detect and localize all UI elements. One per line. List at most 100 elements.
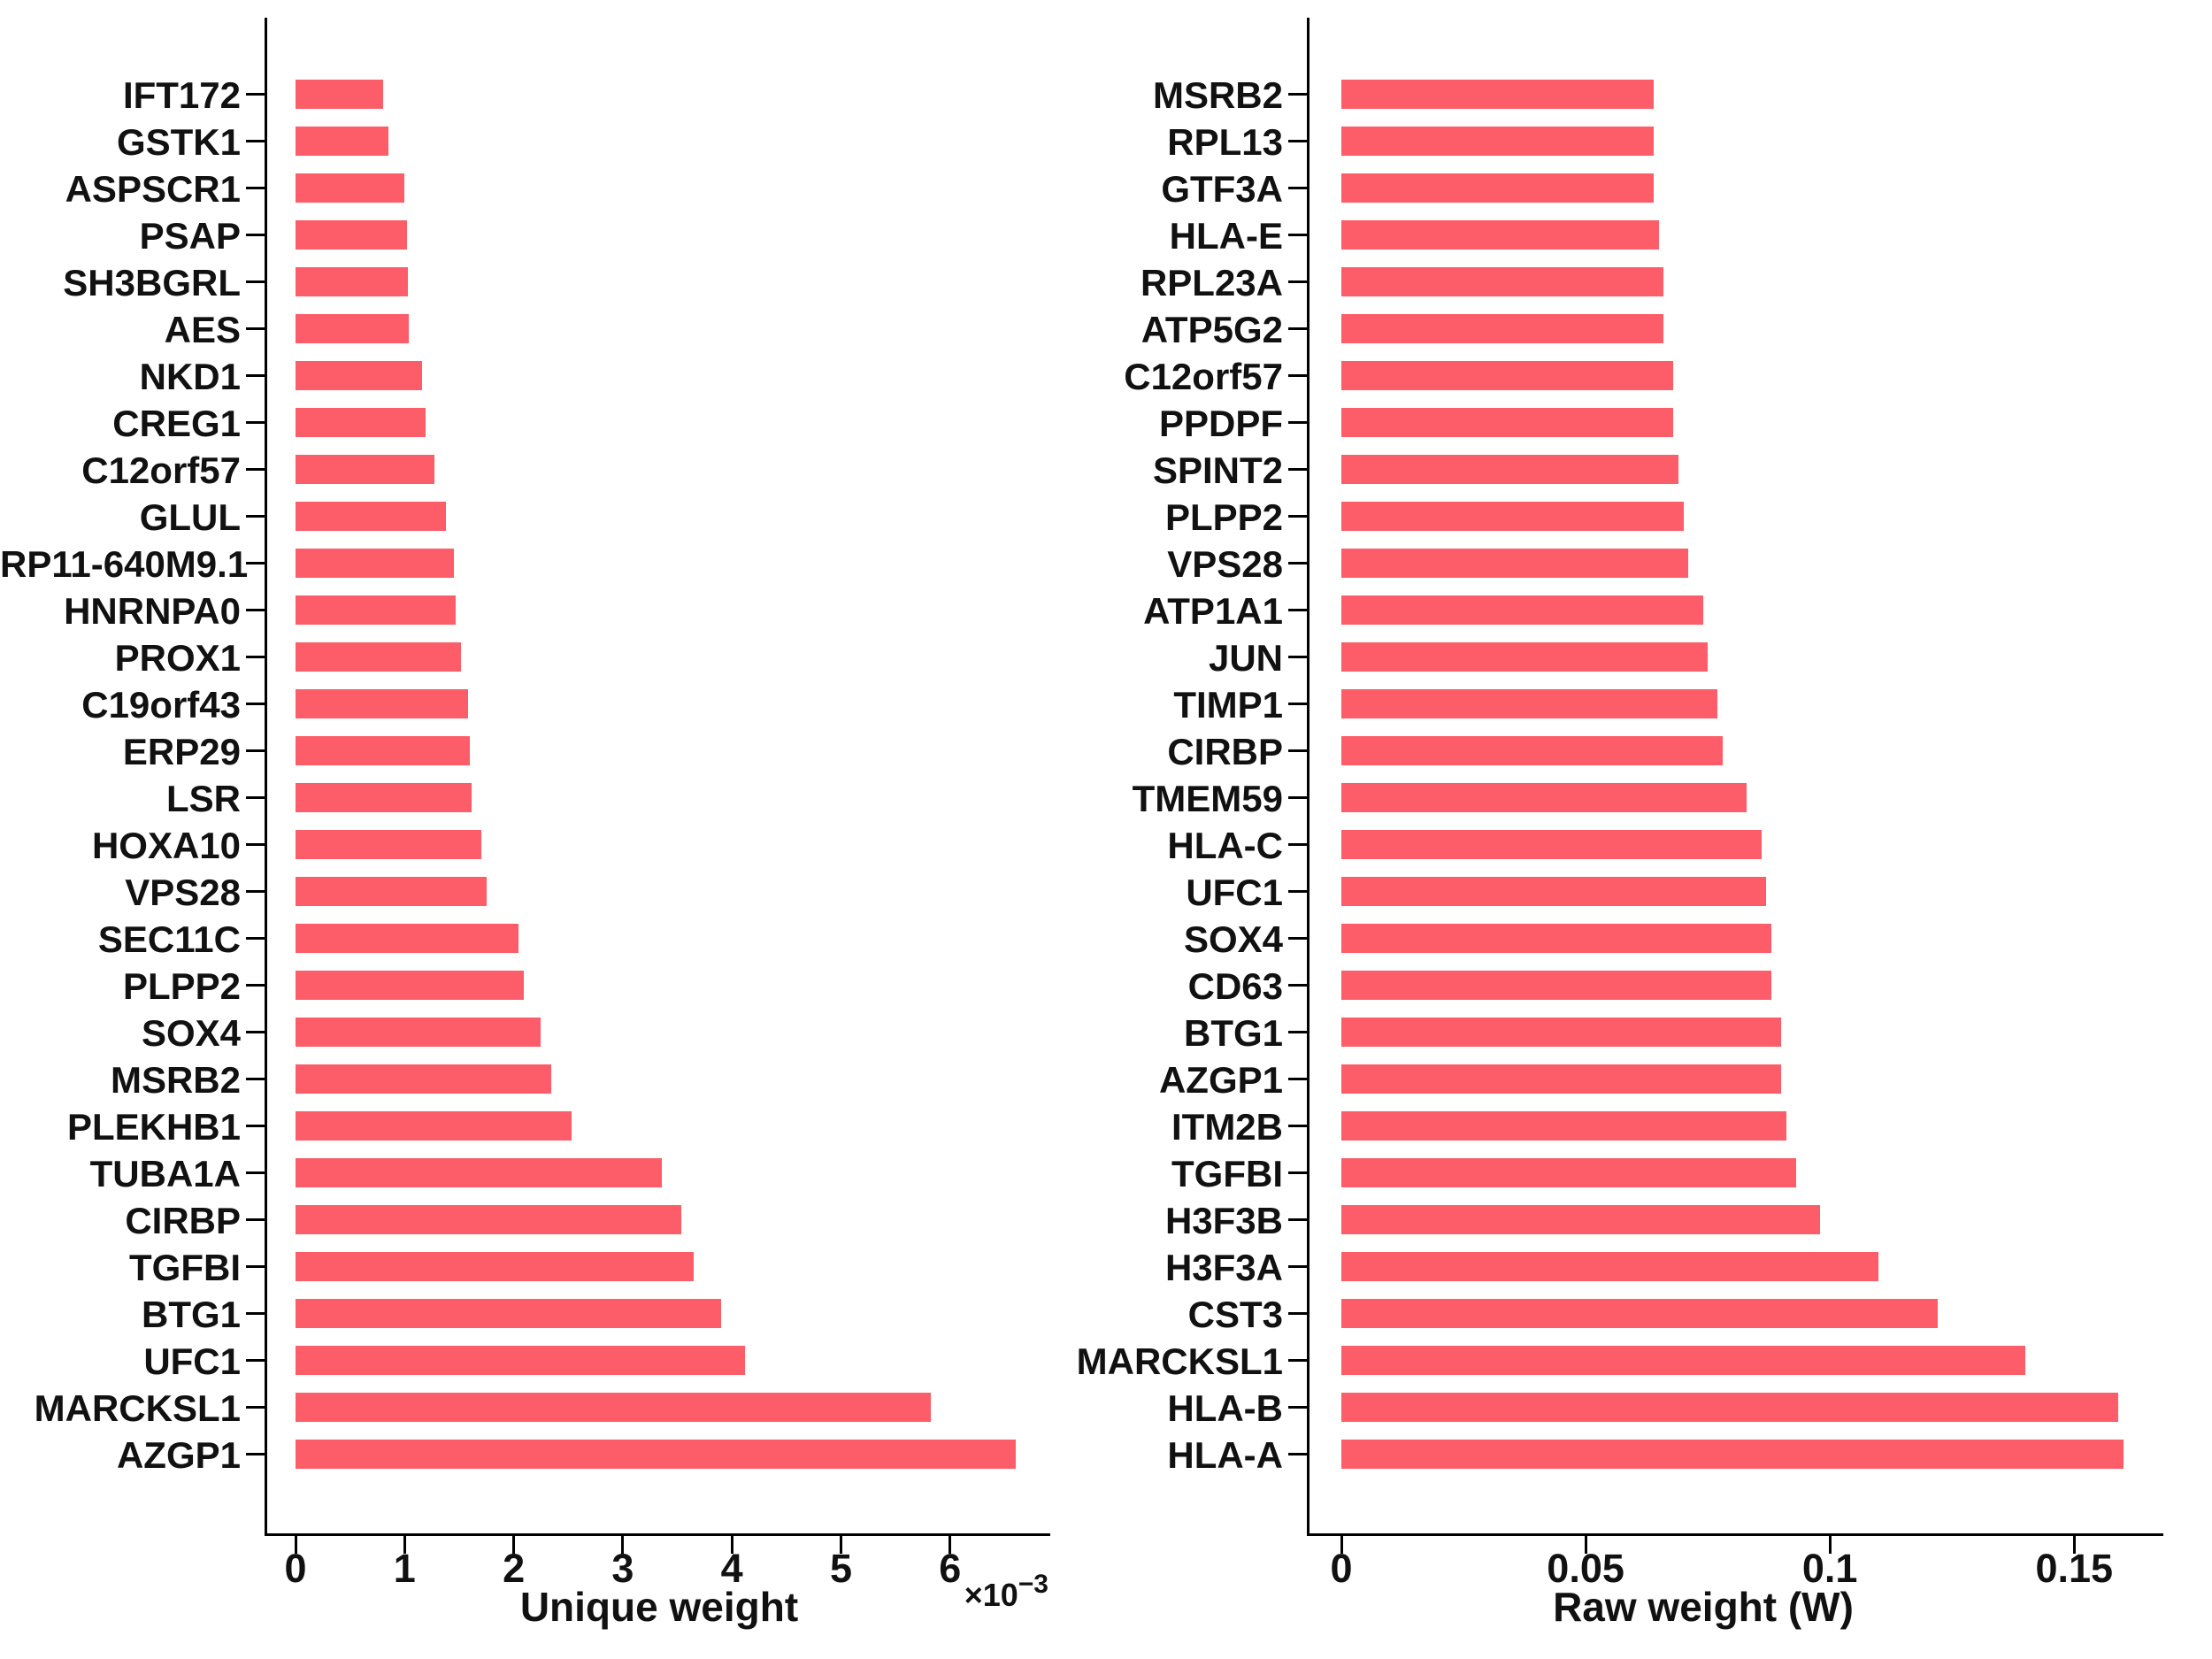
category-label: JUN (1208, 637, 1283, 679)
y-tick-mark (246, 186, 265, 189)
bar-hla-e (1341, 219, 1659, 250)
bar-h3f3b (1341, 1204, 1820, 1234)
y-tick-mark (1288, 1405, 1308, 1409)
bar-msrb2 (296, 1064, 551, 1094)
bar-psap (296, 219, 407, 250)
y-tick-mark (1288, 702, 1308, 705)
axis-offset-text: ×10−3 (872, 1571, 1048, 1613)
y-tick-mark (246, 233, 265, 236)
bar-marcksl1 (1341, 1345, 2025, 1375)
bar-sox4 (1341, 923, 1771, 953)
bar-timp1 (1341, 688, 1717, 718)
bar-itm2b (1341, 1110, 1786, 1141)
y-tick-mark (246, 373, 265, 377)
category-label: VPS28 (1167, 543, 1283, 585)
category-label: ERP29 (122, 731, 241, 772)
x-tick-label: 0.05 (1547, 1546, 1624, 1591)
y-tick-mark (1288, 280, 1308, 283)
y-tick-mark (246, 795, 265, 799)
bar-c19orf43 (296, 688, 468, 718)
category-label: PLPP2 (122, 965, 241, 1007)
y-tick-mark (1288, 467, 1308, 471)
y-axis-spine (1306, 18, 1310, 1536)
category-label: ASPSCR1 (65, 168, 241, 210)
category-label: HNRNPA0 (64, 590, 241, 632)
category-label: GLUL (139, 496, 241, 538)
x-tick-mark (2072, 1534, 2076, 1554)
x-tick-mark (1340, 1534, 1343, 1554)
y-tick-mark (246, 655, 265, 658)
category-label: TUBA1A (89, 1153, 241, 1194)
bar-creg1 (296, 407, 426, 437)
category-label: C19orf43 (81, 684, 241, 726)
y-axis-spine (264, 18, 267, 1536)
offset-multiplier: ×10 (964, 1577, 1018, 1613)
category-label: C12orf57 (81, 449, 241, 491)
bar-nkd1 (296, 360, 422, 390)
x-axis-line (264, 1532, 1050, 1536)
bar-hoxa10 (296, 829, 481, 859)
bar-atp1a1 (1341, 595, 1703, 625)
category-label: ITM2B (1171, 1106, 1283, 1148)
x-tick-label: 0 (284, 1546, 307, 1591)
bar-tgfbi (1341, 1157, 1796, 1187)
y-tick-mark (1288, 514, 1308, 518)
category-label: CREG1 (112, 403, 241, 444)
category-label: CST3 (1187, 1294, 1283, 1335)
bar-tgfbi (296, 1251, 694, 1281)
y-tick-mark (246, 936, 265, 940)
x-tick-mark (949, 1534, 952, 1554)
bar-hla-c (1341, 829, 1762, 859)
category-label: MARCKSL1 (1076, 1340, 1283, 1382)
category-label: CD63 (1187, 965, 1283, 1007)
category-label: GSTK1 (116, 121, 241, 163)
category-label: SOX4 (1183, 918, 1283, 960)
y-tick-mark (246, 702, 265, 705)
bar-tuba1a (296, 1157, 662, 1187)
bar-atp5g2 (1341, 313, 1663, 343)
y-tick-mark (246, 326, 265, 330)
y-tick-mark (246, 92, 265, 96)
category-label: H3F3B (1164, 1200, 1283, 1241)
category-label: ATP5G2 (1141, 309, 1283, 350)
y-tick-mark (1288, 326, 1308, 330)
category-label: H3F3A (1164, 1247, 1283, 1288)
category-label: HLA-E (1169, 215, 1283, 257)
x-tick-label: 5 (829, 1546, 853, 1591)
x-axis-title-raw-weight: Raw weight (W) (1553, 1584, 1854, 1630)
y-tick-mark (1288, 92, 1308, 96)
x-axis-line (1306, 1532, 2163, 1536)
y-tick-mark (1288, 139, 1308, 142)
category-label: RPL13 (1167, 121, 1283, 163)
y-tick-mark (1288, 1452, 1308, 1455)
y-tick-mark (246, 561, 265, 565)
y-tick-mark (1288, 1171, 1308, 1174)
y-tick-mark (246, 749, 265, 752)
category-label: MARCKSL1 (34, 1387, 241, 1429)
category-label: RP11-640M9.1 (0, 543, 249, 585)
category-label: TGFBI (1171, 1153, 1283, 1194)
category-label: MSRB2 (110, 1059, 241, 1101)
y-tick-mark (246, 1358, 265, 1362)
bar-erp29 (296, 735, 470, 765)
bar-tmem59 (1341, 782, 1747, 812)
bar-vps28 (296, 876, 487, 906)
category-label: UFC1 (1186, 872, 1283, 913)
category-label: HLA-A (1167, 1434, 1283, 1476)
category-label: CIRBP (125, 1200, 241, 1241)
bar-sox4 (296, 1017, 541, 1047)
x-tick-label: 0.1 (1801, 1546, 1858, 1591)
y-tick-mark (246, 1311, 265, 1315)
bar-azgp1 (1341, 1064, 1781, 1094)
bar-plpp2 (296, 970, 524, 1000)
bar-gstk1 (296, 126, 388, 156)
x-tick-mark (403, 1534, 406, 1554)
bar-aes (296, 313, 409, 343)
x-tick-label: 2 (503, 1546, 526, 1591)
category-label: CIRBP (1167, 731, 1283, 772)
category-label: TIMP1 (1173, 684, 1283, 726)
bar-gtf3a (1341, 173, 1654, 203)
category-label: SPINT2 (1152, 449, 1283, 491)
